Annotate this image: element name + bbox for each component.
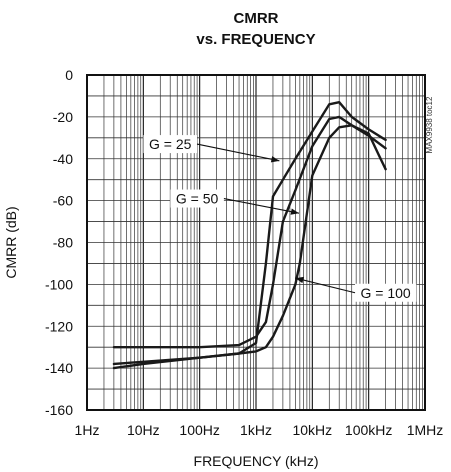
annotation-arrowhead (270, 156, 280, 163)
y-tick-label: -20 (53, 109, 73, 125)
y-tick-label: -60 (53, 193, 73, 209)
y-tick-label: -80 (53, 235, 73, 251)
y-tick-label: -100 (45, 276, 73, 292)
x-tick-label: 10kHz (292, 422, 332, 438)
y-tick-label: -40 (53, 151, 73, 167)
y-tick-label: -120 (45, 318, 73, 334)
annotation-label: G = 100 (361, 285, 411, 301)
annotation-label-background (143, 135, 198, 154)
x-tick-label: 100Hz (179, 422, 219, 438)
annotation: G = 50 (170, 189, 300, 215)
annotation-leader (223, 197, 300, 214)
chart-title-line-2: vs. FREQUENCY (196, 31, 315, 48)
annotation: G = 25 (143, 135, 280, 163)
x-tick-label: 100kHz (345, 422, 392, 438)
y-tick-label: -140 (45, 360, 73, 376)
annotation-label: G = 25 (149, 136, 192, 152)
annotation-label: G = 50 (176, 191, 219, 207)
series-line-3 (112, 124, 387, 370)
x-axis-label: FREQUENCY (kHz) (194, 453, 319, 469)
grid (87, 75, 425, 410)
annotation-leader (295, 277, 356, 294)
curves (112, 100, 387, 370)
y-axis-label: CMRR (dB) (3, 206, 19, 278)
annotation-label-background (355, 283, 417, 302)
x-tick-label: 1kHz (240, 422, 272, 438)
series-line-2 (112, 115, 387, 349)
y-tick-label: 0 (65, 67, 73, 83)
chart-title-line-1: CMRR (234, 10, 279, 27)
annotation-arrowhead (290, 208, 300, 215)
y-tick-label: -160 (45, 402, 73, 418)
annotation: G = 100 (295, 276, 417, 302)
plot-frame (86, 74, 426, 411)
figure-id-label: MAX9938 toc12 (425, 96, 434, 153)
annotations: G = 25 G = 50 G = 100 (143, 135, 417, 302)
annotation-arrowhead (295, 276, 304, 284)
tick-labels: 1Hz 10Hz 100Hz 1kHz 10kHz 100kHz 1MHz 0 -20 -40 -6… (45, 67, 443, 438)
annotation-label-background (170, 189, 224, 208)
x-tick-label: 1MHz (407, 422, 444, 438)
annotation-leader (196, 143, 280, 162)
x-tick-label: 10Hz (127, 422, 160, 438)
x-tick-label: 1Hz (75, 422, 100, 438)
